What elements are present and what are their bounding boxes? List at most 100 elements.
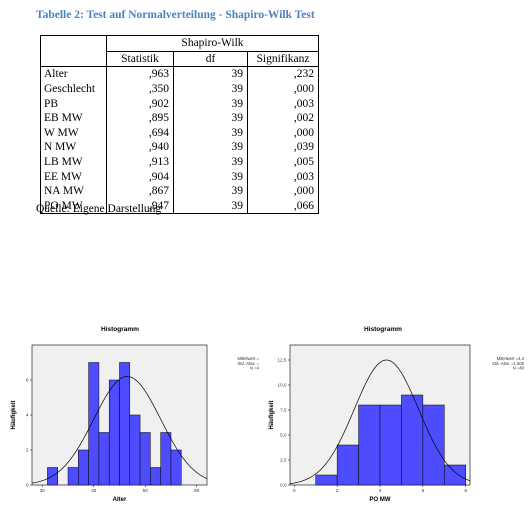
table-row: EB MW ,895 39,002 [40,110,319,126]
cell-statistik: ,350 [106,81,174,97]
histogram-bar [170,449,182,486]
cell-df: 39 [173,125,248,141]
x-tick-label: 8 [464,488,467,493]
histogram-bar [119,362,131,486]
histogram-bar [88,362,100,486]
normal-curve [31,376,208,484]
histogram-bar [444,464,466,486]
x-tick-label: 60 [194,488,200,493]
cell-df: 39 [173,183,248,199]
y-tick-label: 0,0 [280,483,287,488]
stats-line: N =40 [513,366,525,371]
table-row: PB ,902 39,003 [40,96,319,111]
stats-line: N =4 [250,366,260,371]
group-header: Shapiro-Wilk [106,35,319,52]
cell-df: 39 [173,81,248,97]
histogram-bar [358,404,381,486]
x-axis-label: PO MW [370,497,391,503]
cell-signifikanz: ,005 [247,154,319,170]
cell-df: 39 [173,66,248,82]
cell-df: 39 [173,140,248,155]
chart-title: Histogramm [101,326,139,333]
column-header-df: df [173,50,248,68]
x-tick-label: 40 [91,488,97,493]
y-tick-label: 0 [26,483,29,488]
histogram-bar [139,432,151,486]
histogram-alter: Histogramm 30 40 50 60 0 2 4 6 Alter Häufigkeit Mit… [11,326,260,503]
row-label: PB [40,96,107,111]
cell-signifikanz: ,039 [247,140,319,155]
y-tick-label: 6 [26,378,29,383]
cell-signifikanz: ,003 [247,96,319,111]
histogram-bar [422,404,445,486]
y-axis-label: Häufigkeit [11,400,17,429]
x-tick-label: 6 [422,488,425,493]
table-row: NA MW ,867 39,000 [40,183,319,199]
cell-statistik: ,904 [106,169,174,184]
histogram-bar [108,379,120,486]
histogram-bar [150,467,161,486]
histogram-bar [379,404,402,486]
cell-signifikanz: ,003 [247,169,319,184]
cell-df: 39 [173,169,248,184]
table-row: N MW ,940 39,039 [40,140,319,155]
table-row: EE MW ,904 39,003 [40,169,319,184]
source-note: Quelle: Eigene Darstellung [36,203,162,215]
cell-signifikanz: ,232 [247,66,319,82]
cell-df: 39 [173,96,248,111]
table-caption: Tabelle 2: Test auf Normalverteilung - S… [36,9,315,21]
cell-statistik: ,867 [106,183,174,199]
cell-df: 39 [173,154,248,170]
stats-line: Std.-Abw. =1,506 [492,361,525,366]
stats-line: Mittelwert = [237,356,259,361]
row-label: N MW [40,140,107,155]
y-tick-label: 4 [26,413,29,418]
cell-statistik: ,940 [106,140,174,155]
table-row: LB MW ,913 39,005 [40,154,319,170]
x-tick-label: 50 [143,488,149,493]
cell-signifikanz: ,000 [247,183,319,199]
y-tick-label: 2,5 [280,458,287,463]
histogram-bar [67,467,79,486]
histogram-bar [401,394,424,486]
y-tick-label: 7,5 [280,408,287,413]
cell-signifikanz: ,000 [247,81,319,97]
shapiro-wilk-table: Shapiro-Wilk Statistik df Signifikanz Al… [40,34,319,215]
row-label: Geschlecht [40,81,107,97]
header-blank-cell [40,34,107,68]
table-row: W MW ,694 39,000 [40,125,319,141]
cell-df: 39 [173,198,248,215]
x-tick-label: 30 [40,488,46,493]
cell-signifikanz: ,066 [247,198,319,215]
y-tick-label: 10,0 [278,383,287,388]
x-tick-label: 2 [336,488,339,493]
histogram-bar [160,432,172,486]
y-tick-label: 2 [26,448,29,453]
y-tick-label: 5,0 [280,433,287,438]
chart-title: Histogramm [364,326,402,333]
histogram-bar [336,444,359,486]
row-label: W MW [40,125,107,141]
stats-line: Mittelwert =4,3 [497,356,525,361]
table-row: Alter ,963 39,232 [40,66,319,82]
cell-statistik: ,902 [106,96,174,111]
row-label: LB MW [40,154,107,170]
row-label: EB MW [40,110,107,126]
table-row: Geschlecht ,350 39,000 [40,81,319,97]
histogram-po-mw: Histogramm 0 2 4 6 8 0,0 2,5 5,0 7,5 10,0 12,5 PO MW… [269,326,525,503]
cell-df: 39 [173,110,248,126]
row-label: PO MW [40,198,107,215]
y-tick-label: 12,5 [278,358,287,363]
stats-line: Std.-Abw. = [237,361,259,366]
cell-signifikanz: ,000 [247,125,319,141]
cell-statistik: ,694 [106,125,174,141]
x-tick-label: 4 [379,488,382,493]
table-row: PO MW ,947 39,066 [40,198,319,215]
cell-statistik: ,895 [106,110,174,126]
histogram-bar [129,414,141,486]
y-axis-label: Häufigkeit [269,400,275,429]
row-label: Alter [40,66,107,82]
cell-statistik: ,963 [106,66,174,82]
cell-signifikanz: ,002 [247,110,319,126]
histogram-bar [315,474,338,486]
